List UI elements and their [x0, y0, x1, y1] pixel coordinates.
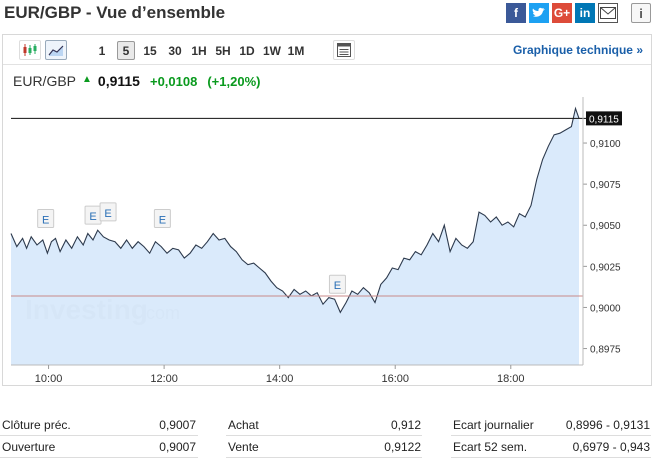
event-marker-label: E — [104, 208, 111, 220]
timeframe-1[interactable]: 1 — [98, 43, 106, 58]
x-tick-label: 12:00 — [150, 373, 178, 385]
chart-panel: 1 5 15 30 1H 5H 1D 1W 1M Graphique technique » E… — [2, 34, 652, 386]
stats-row: Clôture préc. 0,9007 Achat 0,912 Ecart journ… — [0, 414, 654, 436]
stat-label: Ecart journalier — [453, 418, 534, 432]
y-tick-label: 0,9100 — [590, 139, 621, 150]
facebook-icon[interactable]: f — [506, 3, 526, 23]
stat-label: Ouverture — [2, 440, 56, 454]
info-icon[interactable]: i — [631, 3, 651, 23]
y-tick-label: 0,8975 — [590, 345, 621, 356]
event-marker — [153, 208, 171, 228]
quote-line: EUR/GBP ▲ 0,9115 +0,0108 (+1,20%) — [13, 73, 260, 89]
stat-label: Ecart 52 sem. — [453, 440, 528, 454]
stat-value: 0,9007 — [159, 440, 196, 454]
timeframe-1H[interactable]: 1H — [191, 43, 207, 58]
stat-label: Clôture préc. — [2, 418, 71, 432]
x-tick-label: 18:00 — [497, 373, 525, 385]
y-tick-label: 0,9000 — [590, 303, 621, 314]
event-marker-label: E — [159, 214, 166, 226]
timeframe-1M[interactable]: 1M — [287, 43, 305, 58]
event-marker — [328, 274, 346, 294]
linkedin-icon[interactable]: in — [575, 3, 595, 23]
x-tick-label: 16:00 — [381, 373, 409, 385]
stat-label: Vente — [228, 440, 259, 454]
row-divider — [0, 435, 198, 436]
stat-value: 0,9122 — [384, 440, 421, 454]
x-tick-label: 14:00 — [266, 373, 294, 385]
y-tick-label: 0,9075 — [590, 180, 621, 191]
table-view-icon[interactable] — [333, 40, 355, 60]
y-tick-label: 0,9025 — [590, 262, 621, 273]
timeframe-5[interactable]: 5 — [117, 41, 135, 60]
timeframe-1W[interactable]: 1W — [263, 43, 281, 58]
row-divider — [451, 435, 651, 436]
mail-icon[interactable] — [598, 3, 618, 23]
arrow-up-icon: ▲ — [82, 74, 92, 85]
timeframe-15[interactable]: 15 — [143, 43, 157, 58]
row-divider — [451, 457, 651, 458]
share-bar: f G+ in — [506, 3, 618, 23]
area-chart-icon[interactable] — [45, 40, 67, 60]
price-change-percent: (+1,20%) — [207, 74, 261, 89]
price-chart: Investing.com0,89750,90000,90250,90500,9… — [10, 97, 622, 385]
y-tick-label: 0,9050 — [590, 221, 621, 232]
last-price-tag-label: 0,9115 — [589, 114, 619, 125]
last-price: 0,9115 — [97, 73, 140, 89]
series-area — [11, 108, 579, 365]
timeframe-1D[interactable]: 1D — [239, 43, 255, 58]
stat-label: Achat — [228, 418, 259, 432]
last-price-tag — [586, 111, 622, 126]
stat-value: 0,6979 - 0,943 — [572, 440, 650, 454]
stats-row: Ouverture 0,9007 Vente 0,9122 Ecart 52 sem. 0… — [0, 436, 654, 458]
event-marker-label: E — [89, 211, 96, 223]
price-change: +0,0108 — [149, 74, 198, 89]
timeframe-5H[interactable]: 5H — [215, 43, 231, 58]
event-marker-label: E — [334, 280, 341, 292]
stat-value: 0,912 — [390, 418, 421, 432]
google-plus-icon[interactable]: G+ — [552, 3, 572, 23]
timeframe-30[interactable]: 30 — [168, 43, 182, 58]
row-divider — [226, 435, 422, 436]
twitter-icon[interactable] — [529, 3, 549, 23]
stat-value: 0,9007 — [159, 418, 196, 432]
event-marker — [99, 202, 117, 222]
x-tick-label: 10:00 — [35, 373, 63, 385]
row-divider — [0, 457, 198, 458]
row-divider — [226, 457, 422, 458]
event-marker — [37, 208, 55, 228]
page-title: EUR/GBP - Vue d’ensemble — [4, 3, 226, 22]
series-line — [10, 106, 580, 314]
stat-value: 0,8996 - 0,9131 — [565, 418, 650, 432]
event-marker-label: E — [42, 214, 49, 226]
chart-toolbar: 1 5 15 30 1H 5H 1D 1W 1M Graphique technique » — [3, 35, 651, 65]
candlestick-icon[interactable] — [19, 40, 41, 60]
technical-chart-link[interactable]: Graphique technique » — [512, 43, 643, 57]
pair-name: EUR/GBP — [13, 73, 77, 89]
